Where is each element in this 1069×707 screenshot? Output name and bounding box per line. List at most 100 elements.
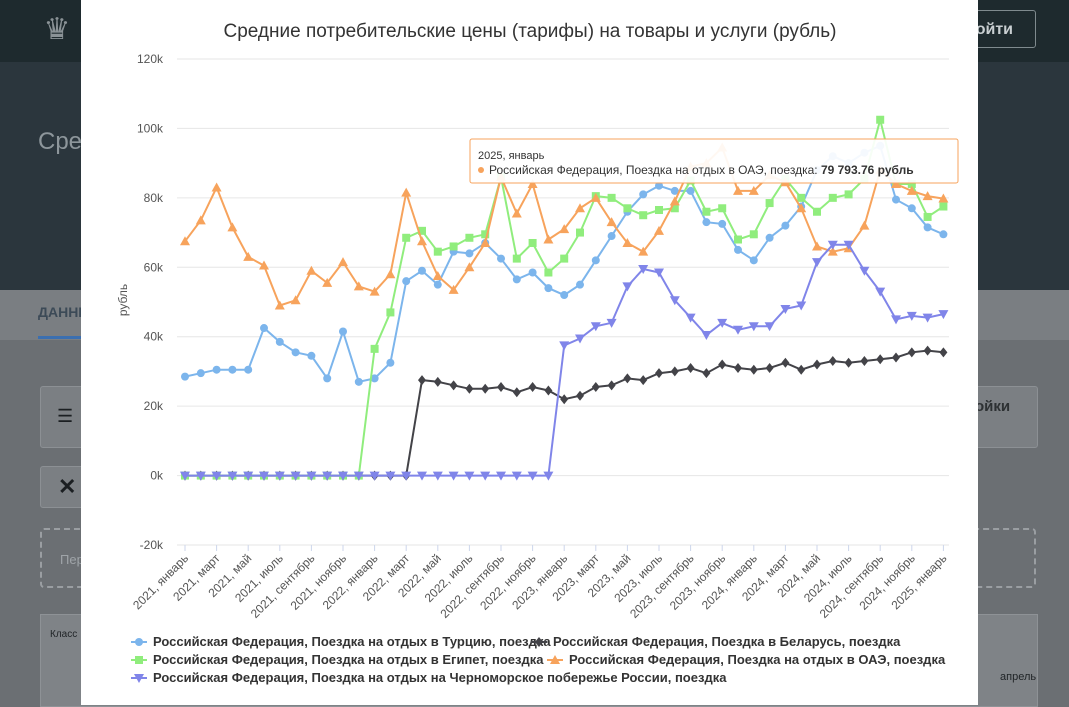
data-point[interactable] <box>134 674 144 683</box>
data-point[interactable] <box>622 237 633 247</box>
data-point[interactable] <box>813 207 821 216</box>
data-point[interactable] <box>685 313 696 323</box>
data-point[interactable] <box>718 204 727 213</box>
data-point[interactable] <box>528 238 537 247</box>
data-point[interactable] <box>291 348 300 357</box>
data-point[interactable] <box>370 344 379 353</box>
data-point[interactable] <box>702 368 711 379</box>
data-point[interactable] <box>481 230 490 239</box>
data-point[interactable] <box>765 362 774 373</box>
data-point[interactable] <box>306 265 317 275</box>
data-point[interactable] <box>433 280 442 289</box>
data-point[interactable] <box>527 471 538 481</box>
data-point[interactable] <box>639 211 648 220</box>
data-point[interactable] <box>622 282 633 292</box>
data-point[interactable] <box>339 327 347 336</box>
data-point[interactable] <box>528 382 537 393</box>
data-point[interactable] <box>227 471 238 481</box>
data-point[interactable] <box>417 236 427 246</box>
data-point[interactable] <box>590 192 601 202</box>
data-point[interactable] <box>591 382 600 393</box>
data-point[interactable] <box>135 656 143 664</box>
data-point[interactable] <box>702 207 711 216</box>
data-point[interactable] <box>135 638 143 646</box>
data-point[interactable] <box>448 471 459 481</box>
data-point[interactable] <box>781 357 790 368</box>
data-point[interactable] <box>497 382 505 393</box>
data-point[interactable] <box>560 394 569 405</box>
data-point[interactable] <box>717 318 728 328</box>
data-point[interactable] <box>576 280 584 289</box>
data-point[interactable] <box>418 226 426 235</box>
data-point[interactable] <box>559 341 570 351</box>
data-point[interactable] <box>670 204 679 213</box>
data-point[interactable] <box>813 359 821 370</box>
data-point[interactable] <box>511 208 522 218</box>
data-point[interactable] <box>465 233 474 242</box>
close-icon[interactable]: ✕ <box>58 474 77 499</box>
data-point[interactable] <box>655 368 663 379</box>
data-point[interactable] <box>590 322 601 332</box>
legend-item[interactable]: Российская Федерация, Поездка в Беларусь… <box>531 634 901 649</box>
data-point[interactable] <box>401 187 412 197</box>
data-point[interactable] <box>306 471 317 481</box>
data-point[interactable] <box>274 471 285 481</box>
data-point[interactable] <box>623 373 632 384</box>
data-point[interactable] <box>670 186 679 195</box>
data-point[interactable] <box>228 365 237 374</box>
data-point[interactable] <box>576 228 584 237</box>
data-point[interactable] <box>243 471 254 481</box>
data-point[interactable] <box>607 193 616 202</box>
data-point[interactable] <box>353 281 364 291</box>
data-point[interactable] <box>575 334 585 344</box>
data-point[interactable] <box>938 193 949 203</box>
data-point[interactable] <box>433 376 442 387</box>
data-point[interactable] <box>748 322 759 332</box>
data-point[interactable] <box>892 352 900 363</box>
data-point[interactable] <box>544 385 553 396</box>
data-point[interactable] <box>307 351 316 360</box>
data-point[interactable] <box>906 311 917 321</box>
data-point[interactable] <box>464 471 475 481</box>
data-point[interactable] <box>606 217 617 227</box>
data-point[interactable] <box>859 220 870 230</box>
data-point[interactable] <box>892 195 900 204</box>
data-point[interactable] <box>670 366 679 377</box>
data-point[interactable] <box>481 383 490 394</box>
data-point[interactable] <box>497 254 505 263</box>
data-point[interactable] <box>796 203 807 213</box>
data-point[interactable] <box>259 471 269 481</box>
data-point[interactable] <box>907 347 916 358</box>
data-point[interactable] <box>275 337 284 346</box>
data-point[interactable] <box>432 471 443 481</box>
data-point[interactable] <box>353 471 364 481</box>
data-point[interactable] <box>718 219 727 228</box>
data-point[interactable] <box>544 284 553 293</box>
data-point[interactable] <box>243 251 254 261</box>
data-point[interactable] <box>180 471 190 481</box>
data-point[interactable] <box>655 181 663 190</box>
data-point[interactable] <box>418 375 426 386</box>
data-point[interactable] <box>828 193 837 202</box>
data-point[interactable] <box>512 275 521 284</box>
data-point[interactable] <box>274 300 285 310</box>
data-point[interactable] <box>639 375 648 386</box>
data-point[interactable] <box>465 249 474 258</box>
data-point[interactable] <box>528 268 537 277</box>
data-point[interactable] <box>749 230 758 239</box>
data-point[interactable] <box>465 383 474 394</box>
legend-item[interactable]: Российская Федерация, Поездка на отдых в… <box>131 634 551 649</box>
tab-data[interactable]: ДАННЫЕ <box>38 304 88 320</box>
legend-item[interactable]: Российская Федерация, Поездка на отдых н… <box>131 670 727 685</box>
filter-icon[interactable]: ☰ <box>57 406 74 426</box>
data-point[interactable] <box>827 240 838 250</box>
data-point[interactable] <box>827 246 838 256</box>
data-point[interactable] <box>591 256 600 265</box>
data-point[interactable] <box>638 265 649 275</box>
data-point[interactable] <box>386 358 395 367</box>
data-point[interactable] <box>733 185 743 195</box>
data-point[interactable] <box>181 372 189 381</box>
data-point[interactable] <box>843 240 854 250</box>
data-point[interactable] <box>386 308 395 317</box>
data-point[interactable] <box>876 354 885 365</box>
